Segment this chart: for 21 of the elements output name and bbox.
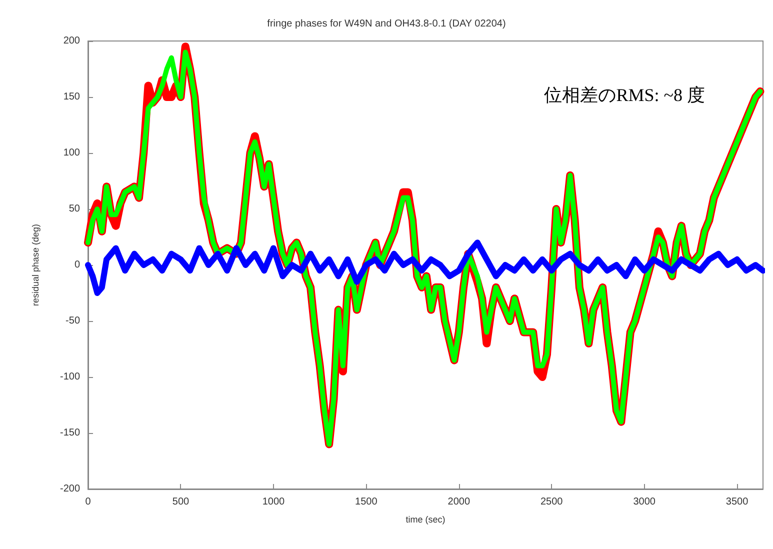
y-tick-label: -50 [66, 316, 80, 326]
x-tick-label: 3500 [726, 496, 749, 508]
y-tick-label: 200 [63, 36, 80, 46]
x-axis-title: time (sec) [406, 514, 446, 524]
y-tick-label: 150 [63, 92, 80, 102]
annotation: 位相差のRMS: ~8 度 [544, 85, 706, 105]
y-tick-label: -150 [60, 428, 80, 438]
x-tick-label: 3000 [633, 496, 656, 508]
x-tick-label: 1500 [355, 496, 378, 508]
x-tick-label: 1000 [262, 496, 285, 508]
y-tick-label: 50 [68, 204, 80, 214]
y-tick-label: 0 [74, 260, 80, 270]
y-tick-label: 100 [63, 148, 80, 158]
x-tick-label: 500 [172, 496, 190, 508]
y-tick-label: -200 [60, 484, 80, 494]
y-axis-title: residual phase (deg) [30, 224, 40, 306]
y-tick-label: -100 [60, 372, 80, 382]
x-tick-label: 0 [85, 496, 92, 508]
x-tick-label: 2000 [448, 496, 470, 508]
x-tick-label: 2500 [540, 496, 564, 508]
chart-title: fringe phases for W49N and OH43.8-0.1 (DAY 02204) [267, 18, 506, 30]
